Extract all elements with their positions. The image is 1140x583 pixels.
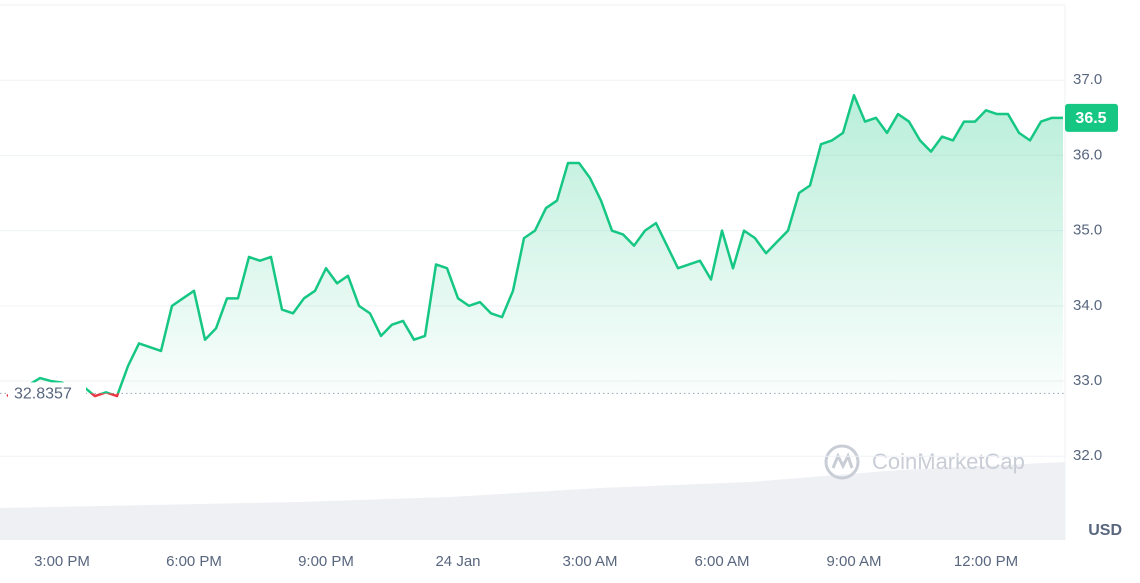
y-tick-label: 33.0	[1073, 372, 1102, 389]
y-tick-label: 37.0	[1073, 71, 1102, 88]
x-tick-label: 6:00 PM	[166, 553, 222, 570]
volume-area	[0, 462, 1065, 540]
watermark: CoinMarketCap	[824, 444, 1025, 480]
x-tick-label: 3:00 PM	[34, 553, 90, 570]
x-tick-label: 3:00 AM	[562, 553, 617, 570]
x-tick-label: 12:00 PM	[954, 553, 1018, 570]
watermark-text: CoinMarketCap	[872, 449, 1025, 474]
y-tick-label: 34.0	[1073, 297, 1102, 314]
x-tick-label: 24 Jan	[435, 553, 480, 570]
y-tick-label: 32.0	[1073, 447, 1102, 464]
baseline-label: 32.8357	[14, 386, 72, 403]
y-axis-label: USD	[1088, 522, 1122, 539]
y-tick-label: 35.0	[1073, 222, 1102, 239]
price-tag	[1065, 103, 1118, 132]
y-tick-label: 36.0	[1073, 146, 1102, 163]
price-area	[10, 95, 1063, 394]
x-tick-label: 6:00 AM	[694, 553, 749, 570]
x-tick-label: 9:00 PM	[298, 553, 354, 570]
baseline-label-bg	[8, 382, 86, 405]
x-tick-label: 9:00 AM	[826, 553, 881, 570]
price-line	[8, 94, 1063, 394]
price-tag-label: 36.5	[1075, 110, 1106, 127]
